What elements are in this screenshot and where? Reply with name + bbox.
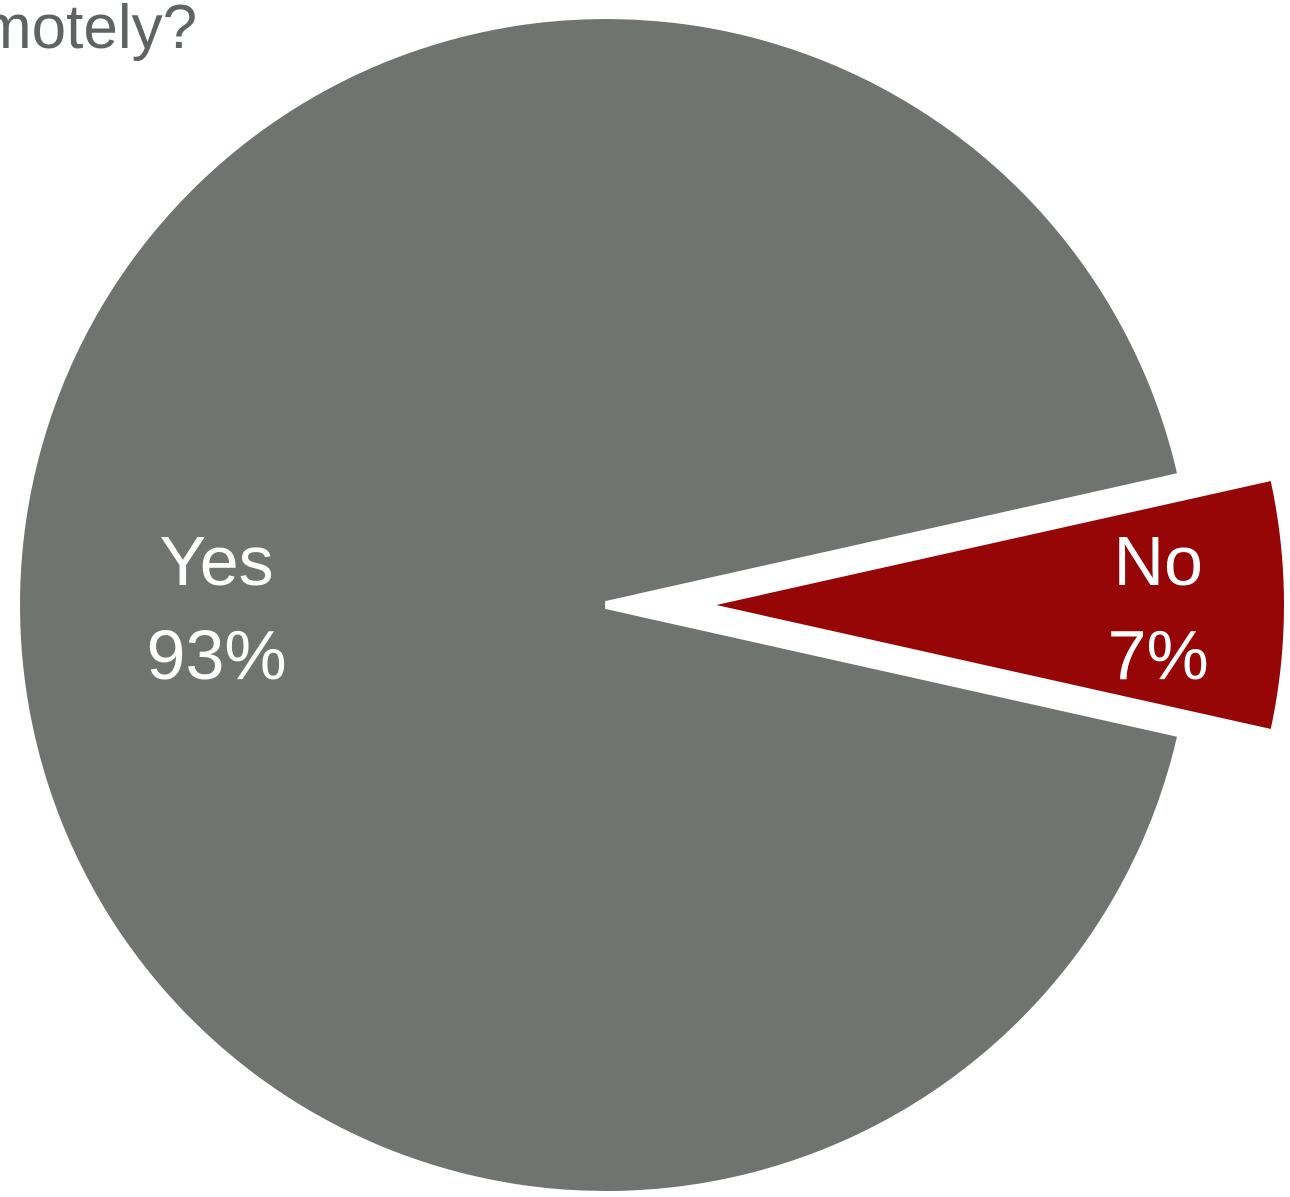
slice-label-yes: Yes	[159, 522, 273, 600]
slice-label-no: No	[1113, 522, 1202, 600]
slice-value-yes: 93%	[147, 616, 287, 694]
slice-value-no: 7%	[1108, 616, 1209, 694]
pie-slices	[12, 11, 1290, 1197]
pie-slice-yes	[12, 11, 1187, 1197]
pie-slice-labels: Yes 93% No 7%	[147, 522, 1209, 694]
pie-slice-no	[697, 471, 1290, 739]
chart-title: motely?	[0, 0, 197, 62]
